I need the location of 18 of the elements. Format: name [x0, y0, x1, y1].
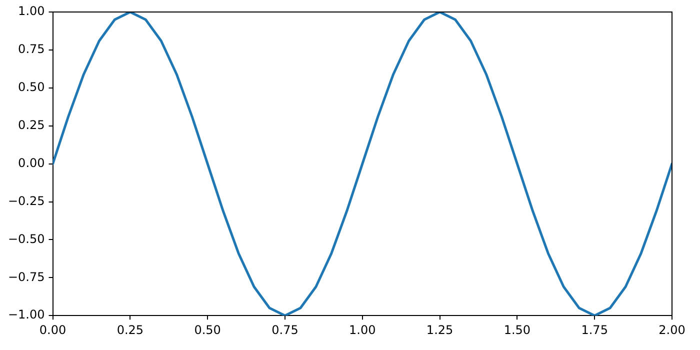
x-tick-label: 0.50	[194, 322, 221, 337]
y-tick-label: 0.50	[18, 80, 45, 94]
x-tick-label: 0.00	[39, 322, 66, 337]
x-tick-label: 1.75	[581, 322, 608, 337]
y-tick-label: 0.00	[18, 156, 45, 170]
y-tick-label: 0.25	[18, 118, 45, 132]
y-tick-label: −0.25	[8, 194, 45, 208]
y-tick-label: −1.00	[8, 308, 45, 322]
y-tick-label: −0.50	[8, 232, 45, 246]
x-tick-label: 1.25	[426, 322, 454, 337]
x-tick-label: 1.50	[504, 322, 531, 337]
x-tick-label: 0.25	[116, 322, 144, 337]
y-tick-label: 0.75	[18, 42, 45, 56]
x-tick-label: 1.00	[349, 322, 376, 337]
x-tick-label: 2.00	[658, 322, 686, 337]
y-tick-label: −0.75	[8, 270, 45, 284]
x-tick-label: 0.75	[272, 322, 298, 337]
y-tick-label: 1.00	[18, 4, 45, 18]
